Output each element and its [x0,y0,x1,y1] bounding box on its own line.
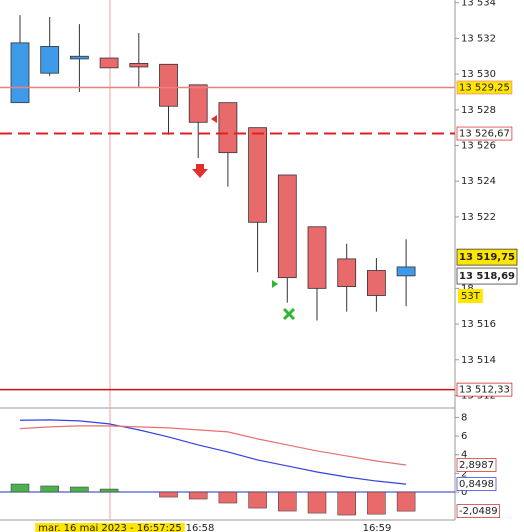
indicator-line [19,419,407,485]
histogram-bar [367,491,386,515]
y-tick-label: 13 516 [461,319,496,330]
sell-arrow [192,164,208,178]
y-tick-label: 13 522 [461,212,496,223]
price-label-box [456,80,513,95]
price-label-box [456,504,500,518]
x-tick-label: 16:58 [186,523,215,532]
price-label-box [456,458,497,472]
histogram-bar [396,491,416,512]
candle-body [10,42,30,104]
y-tick-label: 13 532 [461,33,496,44]
y-tick-label: 6 [461,431,467,442]
histogram-bar [188,491,208,500]
histogram-bar [307,491,327,514]
y-tick-label: 8 [461,412,467,423]
x-tick-label: mar. 16 mai 2023 - 16:57:25 [38,523,181,532]
time-label-box [35,523,185,532]
volume-label: 53T [461,291,481,302]
histogram-bar [218,491,238,504]
price-label-box [456,477,497,491]
candle-body [129,62,149,68]
y-tick-label: 0 [461,487,467,498]
histogram-bar [40,485,59,493]
price-label: 13 519,75 [459,252,515,263]
y-tick-label: 13 514 [461,355,496,366]
histogram-bar [70,486,89,493]
histogram-bar [337,491,356,516]
histogram-bar [159,491,178,498]
y-tick-label: 13 534 [461,0,496,9]
price-label: 2,8987 [459,460,494,471]
candle-body [337,258,357,287]
marker [211,115,217,123]
marker [272,280,278,288]
price-label-box [456,126,513,141]
candle-body [396,266,416,277]
price-label: -2,0489 [459,506,498,517]
histogram-bar [99,488,119,493]
candle-body [366,270,386,296]
candle-body [277,174,297,279]
candle-body [99,57,119,69]
y-tick-label: 4 [461,450,467,461]
candle-body [307,226,327,289]
price-label-box [456,267,518,285]
price-label: 13 518,69 [459,271,515,282]
price-label: 13 529,25 [459,82,510,93]
price-label-box [456,382,513,397]
volume-label-box [458,289,483,303]
price-label: 13 526,67 [459,129,510,140]
candle-body [159,63,178,107]
y-tick-label: 13 526 [461,141,496,152]
price-label: 13 512,33 [459,385,510,396]
price-label: 0,8498 [459,479,494,490]
candle-body [40,46,60,74]
candle-body [248,127,268,223]
price-label-box [456,248,518,266]
candle-body [218,102,238,154]
indicator-line [19,425,407,466]
x-tick-label: 16:59 [363,523,392,532]
y-tick-label: 18 [461,283,474,294]
histogram-bar [248,491,267,509]
histogram-bar [278,491,297,512]
candle-body [188,84,208,123]
y-tick-label: 2 [461,468,467,479]
cross-marker [282,307,296,321]
candle-body [70,55,89,60]
y-tick-label: 13 530 [461,69,496,80]
histogram-bar [10,483,30,493]
y-tick-label: 13 524 [461,176,496,187]
y-tick-label: 13 528 [461,105,496,116]
